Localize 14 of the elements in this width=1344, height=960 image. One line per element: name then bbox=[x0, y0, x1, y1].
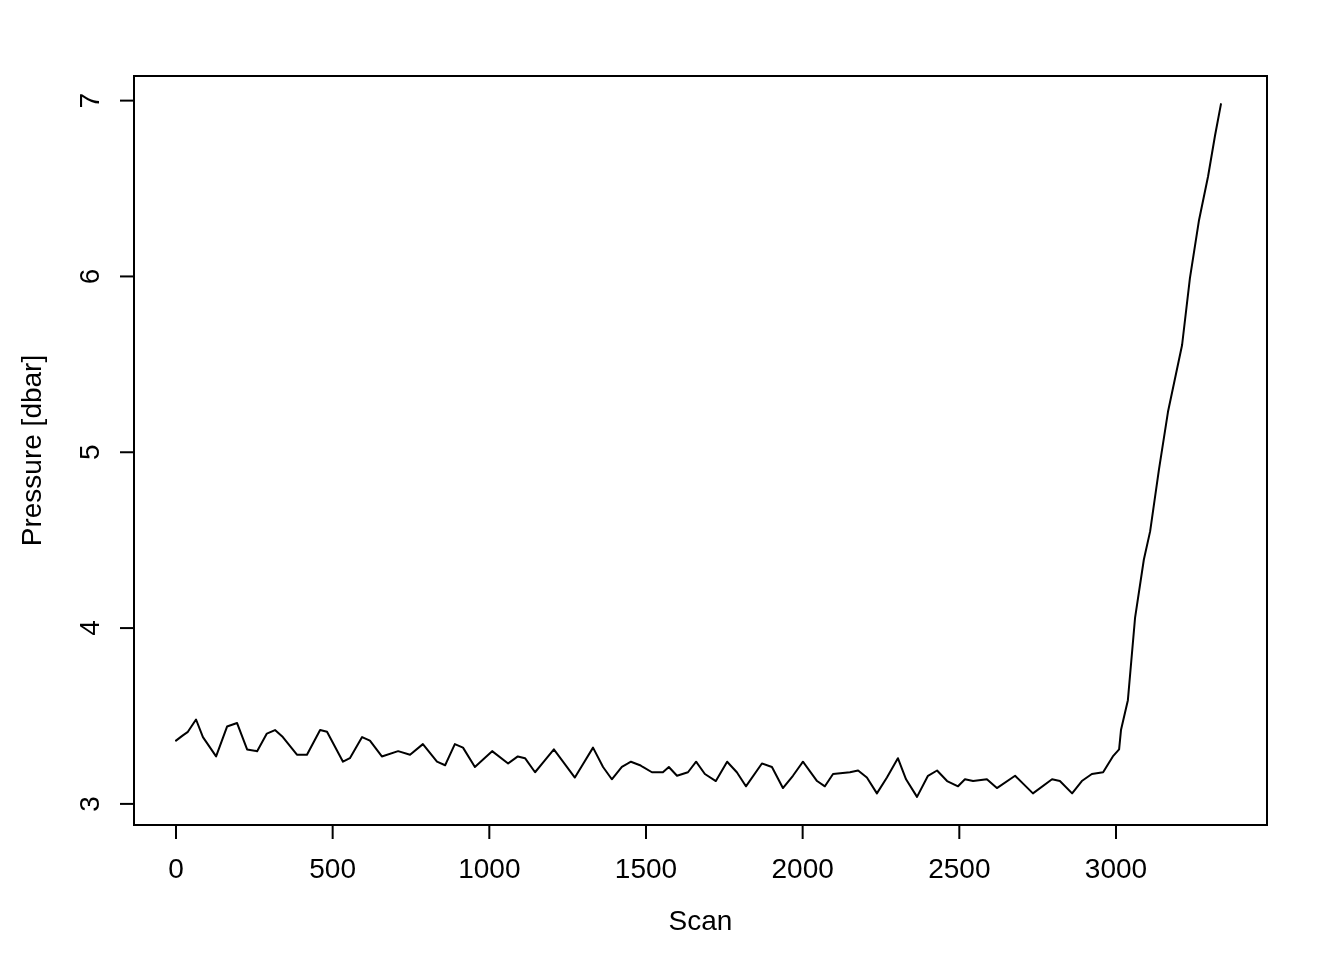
x-tick-label: 1000 bbox=[458, 852, 521, 884]
y-tick-label: 5 bbox=[73, 444, 105, 461]
x-tick-label: 500 bbox=[309, 852, 357, 884]
x-tick-label: 3000 bbox=[1084, 852, 1148, 884]
x-tick-label: 2000 bbox=[771, 852, 834, 884]
x-axis-title: Scan bbox=[668, 904, 733, 936]
y-tick-label: 4 bbox=[73, 620, 105, 636]
x-tick-label: 1500 bbox=[614, 852, 678, 884]
y-tick-label: 6 bbox=[73, 268, 105, 285]
x-tick-label: 2500 bbox=[928, 852, 991, 884]
x-tick-label: 0 bbox=[168, 852, 184, 884]
y-tick-label: 3 bbox=[73, 796, 105, 812]
y-axis-title: Pressure [dbar] bbox=[15, 354, 47, 547]
y-tick-label: 7 bbox=[73, 92, 105, 109]
